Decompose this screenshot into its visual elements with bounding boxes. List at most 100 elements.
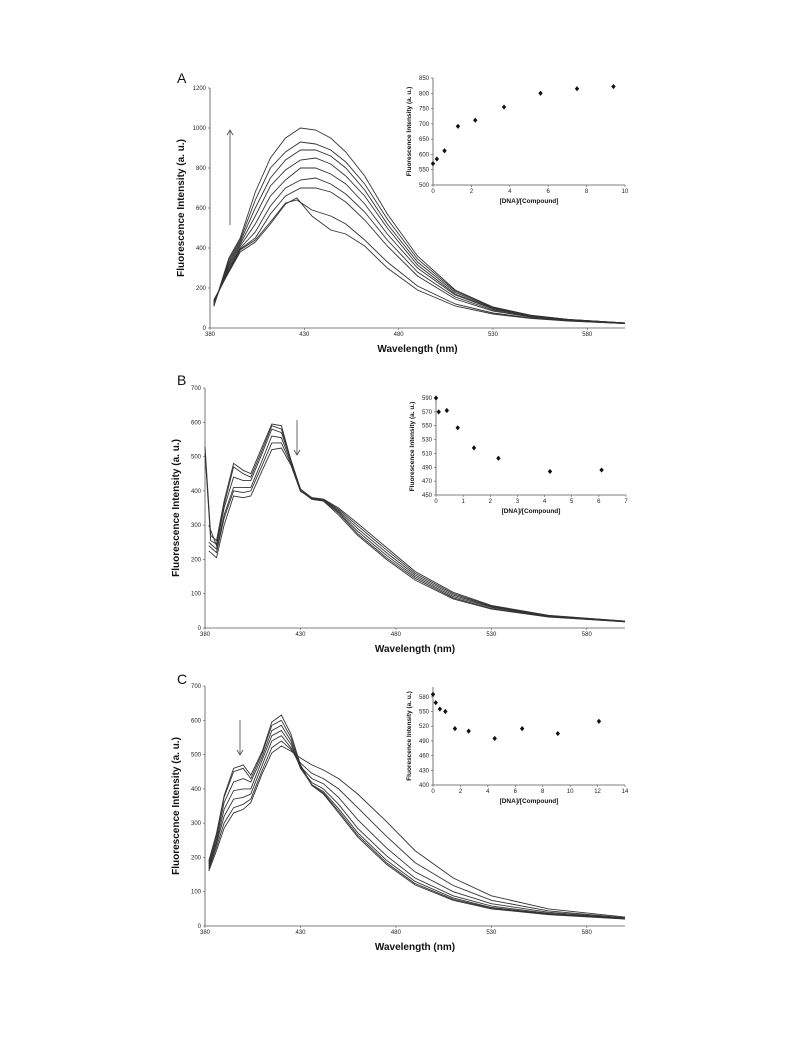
spectrum-line — [213, 199, 626, 325]
inset-data-point — [611, 83, 616, 90]
y-tick-label: 600 — [191, 420, 202, 426]
inset-x-tick-label: 0 — [431, 789, 435, 795]
inset-y-tick-label: 850 — [419, 76, 430, 82]
inset-x-tick-label: 8 — [585, 189, 589, 195]
spectrum-line — [208, 447, 626, 622]
inset-data-point — [599, 467, 604, 473]
inset-x-axis-label: [DNA]/[Compound] — [500, 798, 559, 805]
inset-y-tick-label: 450 — [422, 493, 433, 499]
spectrum-line — [208, 428, 626, 622]
inset-y-tick-label: 520 — [419, 724, 430, 730]
x-axis-label: Wavelength (nm) — [375, 942, 455, 953]
inset-x-tick-label: 2 — [489, 499, 493, 505]
inset-data-point — [596, 718, 602, 724]
y-tick-label: 1000 — [193, 126, 207, 132]
inset-y-tick-label: 550 — [419, 710, 430, 716]
inset-y-axis-label: Fluorescence Intensity (a. u.) — [409, 402, 416, 492]
spectrum-line — [213, 167, 626, 324]
x-tick-label: 530 — [486, 632, 497, 638]
x-tick-label: 430 — [299, 332, 310, 338]
trend-arrow-head — [293, 449, 301, 456]
y-tick-label: 400 — [191, 787, 202, 793]
spectrum-line — [208, 435, 626, 622]
x-tick-label: 480 — [394, 332, 405, 338]
inset-y-tick-label: 750 — [419, 107, 430, 113]
spectrum-line — [208, 442, 626, 622]
x-tick-label: 580 — [582, 930, 593, 936]
inset-data-point — [442, 148, 447, 154]
inset-y-tick-label: 550 — [419, 168, 430, 174]
y-tick-label: 800 — [196, 166, 207, 172]
inset-x-tick-label: 6 — [514, 789, 518, 795]
inset-data-point — [473, 117, 478, 123]
y-tick-label: 100 — [191, 890, 202, 896]
panel-label: C — [177, 671, 187, 687]
inset-x-tick-label: 6 — [547, 189, 551, 195]
y-tick-label: 600 — [191, 718, 202, 724]
spectrum-line — [213, 157, 626, 324]
inset-x-tick-label: 4 — [543, 499, 547, 505]
y-tick-label: 500 — [191, 455, 202, 461]
inset-data-point — [433, 395, 439, 401]
x-tick-label: 580 — [582, 632, 593, 638]
inset-y-tick-label: 700 — [419, 122, 430, 128]
inset-y-tick-label: 530 — [422, 438, 433, 444]
y-tick-label: 200 — [196, 286, 207, 292]
inset-data-point — [430, 691, 436, 697]
inset-data-point — [501, 104, 507, 110]
y-tick-label: 200 — [191, 855, 202, 861]
inset-x-tick-label: 2 — [459, 789, 463, 795]
inset-y-tick-label: 470 — [422, 479, 433, 485]
inset-data-point — [492, 735, 497, 742]
y-tick-label: 0 — [203, 326, 207, 332]
inset-x-tick-label: 5 — [570, 499, 574, 505]
inset-y-tick-label: 510 — [422, 451, 433, 457]
y-axis-label: Fluorescence Intensity (a. u.) — [171, 439, 182, 577]
x-tick-label: 530 — [486, 930, 497, 936]
y-tick-label: 300 — [191, 523, 202, 529]
trend-arrow-head — [226, 129, 234, 136]
y-tick-label: 700 — [191, 386, 202, 392]
y-tick-label: 400 — [196, 246, 207, 252]
inset-data-point — [466, 728, 471, 734]
inset-x-tick-label: 2 — [470, 189, 474, 195]
x-axis-label: Wavelength (nm) — [375, 644, 455, 655]
inset-data-point — [455, 123, 461, 129]
inset-y-tick-label: 570 — [422, 410, 433, 416]
spectrum-line — [213, 197, 626, 325]
inset-data-point — [443, 708, 448, 715]
inset-y-tick-label: 650 — [419, 137, 430, 143]
inset-x-tick-label: 12 — [594, 789, 601, 795]
spectrum-line — [213, 149, 626, 324]
inset-x-tick-label: 10 — [622, 189, 629, 195]
inset-y-tick-label: 590 — [422, 396, 433, 402]
x-tick-label: 380 — [200, 632, 211, 638]
inset-y-tick-label: 490 — [419, 739, 430, 745]
inset-x-tick-label: 0 — [431, 189, 435, 195]
panel-label: B — [177, 372, 186, 388]
y-tick-label: 0 — [198, 924, 202, 930]
x-tick-label: 480 — [391, 930, 402, 936]
inset-data-point — [434, 156, 440, 162]
inset-y-axis-label: Fluorescence Intensity (a. u.) — [406, 87, 413, 177]
inset-x-tick-label: 0 — [434, 499, 438, 505]
y-tick-label: 1200 — [193, 86, 207, 92]
trend-arrow-head — [236, 749, 244, 756]
inset-data-point — [444, 407, 450, 414]
inset-data-point — [455, 425, 460, 431]
y-tick-label: 200 — [191, 557, 202, 563]
inset-data-point — [452, 726, 458, 732]
inset-y-tick-label: 500 — [419, 183, 430, 189]
y-tick-label: 100 — [191, 592, 202, 598]
inset-x-axis-label: [DNA]/[Compound] — [500, 198, 559, 205]
inset-x-tick-label: 4 — [486, 789, 490, 795]
spectrum-line — [213, 177, 626, 324]
spectrum-line — [208, 714, 626, 920]
inset-data-point — [436, 409, 441, 415]
inset-y-tick-label: 580 — [419, 695, 430, 701]
y-tick-label: 700 — [191, 684, 202, 690]
inset-x-tick-label: 1 — [461, 499, 465, 505]
inset-y-tick-label: 400 — [419, 783, 430, 789]
inset-y-tick-label: 550 — [422, 424, 433, 430]
inset-y-tick-label: 800 — [419, 91, 430, 97]
